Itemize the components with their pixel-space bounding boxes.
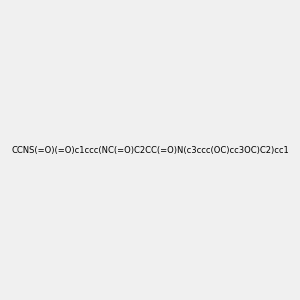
Text: CCNS(=O)(=O)c1ccc(NC(=O)C2CC(=O)N(c3ccc(OC)cc3OC)C2)cc1: CCNS(=O)(=O)c1ccc(NC(=O)C2CC(=O)N(c3ccc(… <box>11 146 289 154</box>
